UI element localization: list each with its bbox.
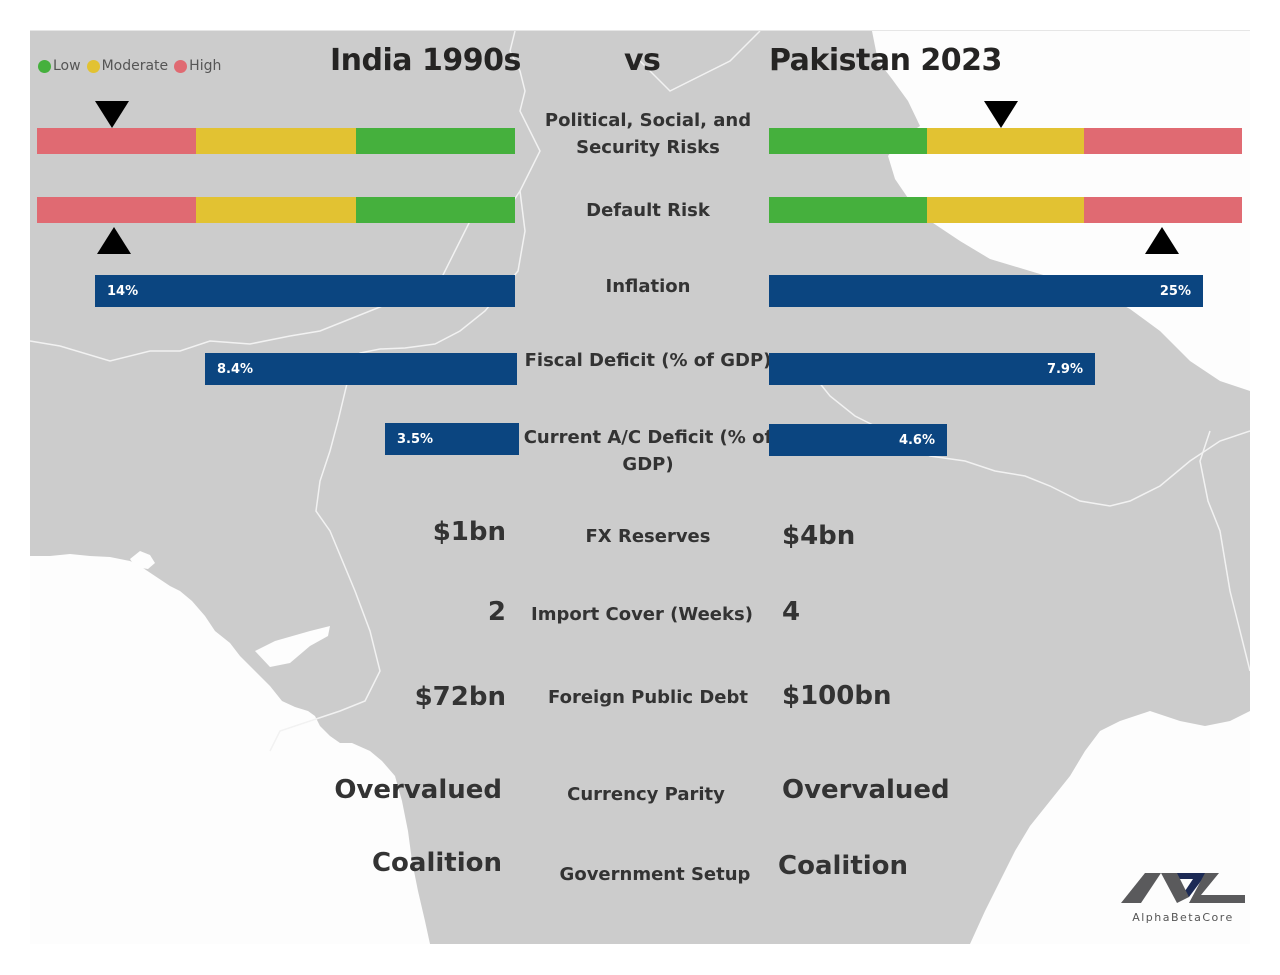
india-import-cover-value: 2 (487, 597, 506, 627)
gauge-segment-high (1084, 128, 1243, 154)
logo-text: AlphaBetaCore (1132, 911, 1234, 924)
india-current-account-bar: 3.5% (385, 423, 519, 455)
legend-label-high: High (189, 58, 222, 74)
pakistan-political-risk-gauge (769, 128, 1243, 154)
current-account-label: Current A/C Deficit (% of GDP) (520, 424, 776, 478)
india-fiscal-deficit-bar: 8.4% (205, 353, 517, 385)
pakistan-current-account-value: 4.6% (898, 432, 935, 448)
subcontinent-map-background (30, 31, 1250, 944)
pakistan-government-value: Coalition (778, 851, 909, 881)
current-account-label-line1: Current A/C Deficit (% of (523, 427, 773, 448)
india-inflation-bar: 14% (95, 275, 515, 307)
political-risk-label: Political, Social, and Security Risks (520, 107, 776, 161)
infographic-canvas: Low Moderate High India 1990s vs Pakista… (30, 30, 1250, 944)
pakistan-fiscal-deficit-bar: 7.9% (769, 353, 1095, 385)
india-political-marker-icon (95, 101, 129, 128)
inflation-label: Inflation (605, 276, 691, 297)
legend-dot-low-icon (38, 59, 51, 73)
legend-item-high: High (174, 58, 221, 74)
default-risk-label: Default Risk (586, 200, 710, 221)
india-foreign-debt-value: $72bn (414, 682, 506, 712)
india-default-risk-gauge (37, 197, 515, 223)
pakistan-currency-parity-value: Overvalued (782, 775, 950, 805)
pakistan-default-risk-gauge (769, 197, 1243, 223)
alphabetacore-logo: AlphaBetaCore (1120, 869, 1246, 924)
pakistan-title: Pakistan 2023 (769, 43, 1002, 78)
government-setup-label: Government Setup (559, 864, 751, 885)
map-sea-detail (130, 551, 155, 569)
legend-label-low: Low (53, 58, 81, 74)
vs-label: vs (624, 43, 661, 78)
currency-parity-label: Currency Parity (567, 784, 725, 805)
india-title: India 1990s (330, 43, 521, 78)
fiscal-deficit-label: Fiscal Deficit (% of GDP) (524, 350, 772, 371)
map-borders (30, 31, 1250, 752)
gauge-segment-low (355, 128, 515, 154)
risk-legend: Low Moderate High (38, 58, 223, 74)
pakistan-fiscal-deficit-value: 7.9% (1046, 361, 1083, 377)
india-default-marker-icon (97, 227, 131, 254)
legend-item-moderate: Moderate (86, 58, 169, 74)
gauge-segment-low (769, 197, 927, 223)
pakistan-inflation-value: 25% (1159, 283, 1191, 299)
india-government-value: Coalition (371, 848, 502, 878)
gauge-segment-moderate (926, 197, 1085, 223)
gauge-segment-moderate (196, 197, 356, 223)
legend-item-low: Low (38, 58, 81, 74)
pakistan-fx-reserves-value: $4bn (782, 521, 856, 551)
gauge-segment-high (37, 197, 197, 223)
map-land (30, 31, 1250, 944)
legend-label-moderate: Moderate (101, 58, 169, 74)
fx-reserves-label: FX Reserves (585, 526, 711, 547)
alphabetacore-logo-icon (1121, 873, 1245, 903)
pakistan-default-marker-icon (1145, 227, 1179, 254)
pakistan-inflation-bar: 25% (769, 275, 1203, 307)
import-cover-label: Import Cover (Weeks) (531, 604, 753, 625)
india-fiscal-deficit-value: 8.4% (217, 361, 254, 377)
pakistan-current-account-bar: 4.6% (769, 424, 947, 456)
india-inflation-value: 14% (107, 283, 139, 299)
political-risk-label-line1: Political, Social, and (544, 110, 752, 131)
gauge-segment-high (1084, 197, 1243, 223)
political-risk-label-line2: Security Risks (576, 137, 720, 158)
gauge-segment-moderate (926, 128, 1085, 154)
gauge-segment-low (769, 128, 927, 154)
india-political-risk-gauge (37, 128, 515, 154)
india-fx-reserves-value: $1bn (432, 517, 506, 547)
pakistan-political-marker-icon (984, 101, 1018, 128)
india-current-account-value: 3.5% (397, 431, 434, 447)
pakistan-import-cover-value: 4 (782, 597, 801, 627)
foreign-debt-label: Foreign Public Debt (548, 687, 748, 708)
gauge-segment-low (355, 197, 515, 223)
legend-dot-high-icon (174, 59, 188, 73)
current-account-label-line2: GDP) (622, 454, 674, 475)
map-sea-gulf (255, 626, 330, 667)
gauge-segment-high (37, 128, 197, 154)
india-currency-parity-value: Overvalued (334, 775, 502, 805)
pakistan-foreign-debt-value: $100bn (782, 681, 892, 711)
legend-dot-moderate-icon (86, 59, 100, 73)
gauge-segment-moderate (196, 128, 356, 154)
